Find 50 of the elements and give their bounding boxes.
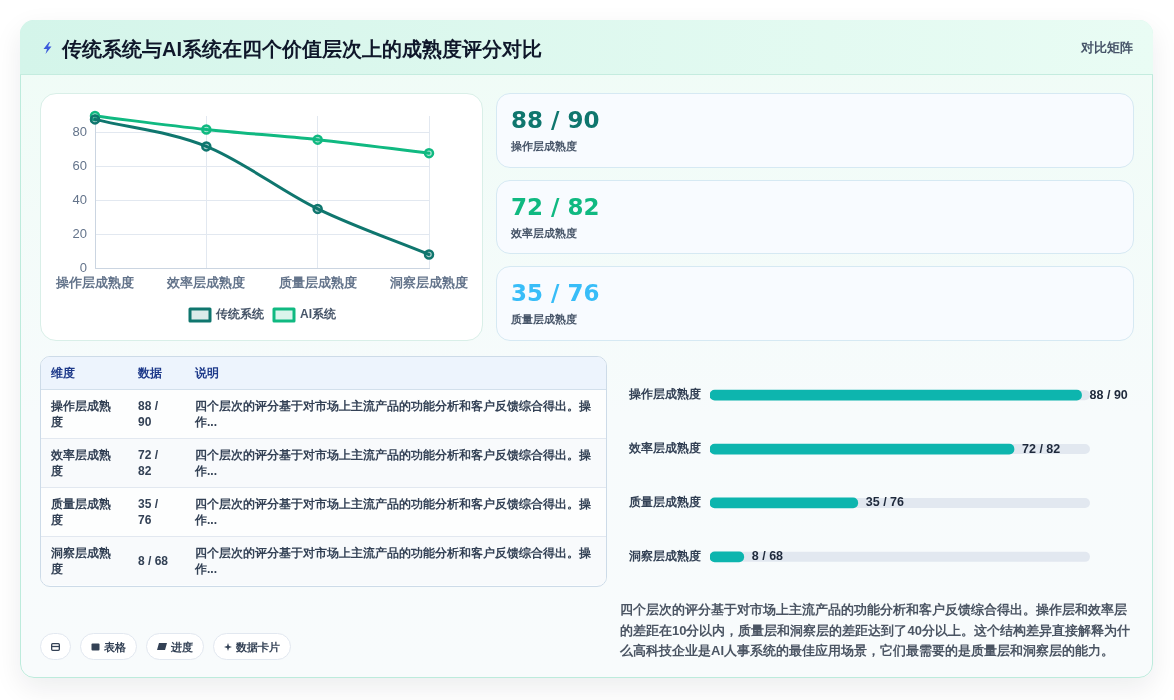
y-tick-label: 质量层成熟度 [628,495,701,510]
text: 四个层次的评分基于对市场上主流产品的功能分析和客户反馈综合得出。操作... [195,399,591,429]
y-tick-label: 效率层成熟度 [628,441,701,456]
data-label: 8 / 68 [751,549,784,564]
text: 数据卡片 [236,639,280,654]
text: 质量层成熟度 [511,313,577,326]
data-label: 88 / 90 [1089,387,1128,402]
x-tick-label: 效率层成熟度 [166,274,246,290]
text: 72 / 82 [138,448,159,478]
y-tick-label: 操作层成熟度 [628,387,701,402]
bar [710,389,1082,401]
point [312,203,323,215]
point [201,141,212,152]
text: 对比矩阵 [1081,41,1133,55]
text: 四个层次的评分基于对市场上主流产品的功能分析和客户反馈综合得出。操作层和效率层的差距在10分以内，质量层和洞察层的差距达到了40分以上。这个结构差异直接解释为什么高科技企业是AI人事系统的最佳应用场景，它们最需要的是质量层和洞察层的能力。 [620,602,1130,658]
text: 四个层次的评分基于对市场上主流产品的功能分析和客户反馈综合得出。操作... [195,448,591,478]
point [89,114,101,125]
y-tick-label: 80 [72,124,87,140]
text: 维度 [51,366,75,380]
y-tick-label: 0 [79,259,87,275]
x-tick-label: 洞察层成熟度 [389,274,468,290]
text: 35 / 76 [138,497,159,527]
text: 表格 [104,639,126,654]
legend-label: AI系统 [300,307,337,322]
data-label: 35 / 76 [865,495,905,510]
point [423,147,435,159]
point [423,249,435,260]
text: 操作层成熟度 [511,140,577,152]
text: 8 / 68 [138,554,169,568]
x-tick-label: 操作层成熟度 [55,274,134,290]
text: 35 / 76 [511,280,600,307]
legend-label: 传统系统 [215,307,265,322]
text: 数据 [138,366,162,380]
x-tick-label: 质量层成熟度 [277,274,357,290]
text: 88 / 90 [511,107,600,133]
data-label: 72 / 82 [1022,441,1061,456]
text: 效率层成熟度 [511,226,577,239]
y-tick-label: 20 [72,225,87,241]
text: 72 / 82 [511,193,600,220]
text: 88 / 90 [138,399,159,429]
text: 四个层次的评分基于对市场上主流产品的功能分析和客户反馈综合得出。操作... [195,546,591,576]
y-tick-label: 60 [72,158,87,174]
y-tick-label: 40 [72,192,87,208]
point [201,124,212,135]
text: 四个层次的评分基于对市场上主流产品的功能分析和客户反馈综合得出。操作... [195,497,591,527]
point [312,134,323,145]
text: 传统系统与AI系统在四个价值层次上的成熟度评分对比 [62,38,542,60]
text: 说明 [195,366,219,380]
y-tick-label: 洞察层成熟度 [628,549,701,564]
text: 进度 [171,639,193,654]
